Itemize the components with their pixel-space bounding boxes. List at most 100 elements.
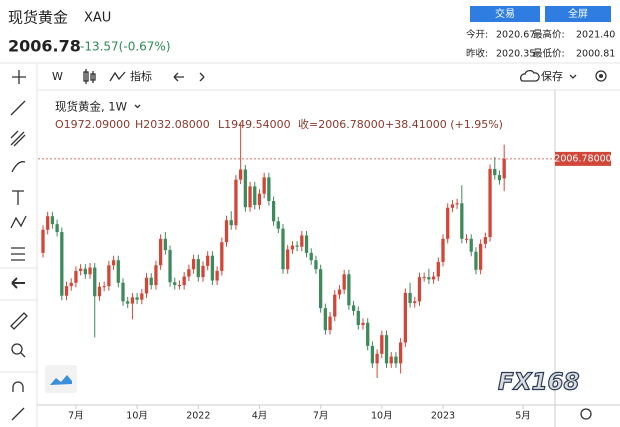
candle-body <box>441 238 445 262</box>
fullscreen-button-label[interactable]: 全屏 <box>568 7 588 20</box>
interval-button[interactable]: W <box>52 70 63 83</box>
x-tick-label: 7月 <box>313 411 329 422</box>
candle-body <box>314 260 318 270</box>
watermark: FX168 <box>498 370 579 396</box>
candle-body <box>398 342 403 364</box>
candle-body <box>323 308 327 331</box>
candle-body <box>74 270 78 283</box>
candle-body <box>229 220 233 226</box>
ohlc-legend: 收=2006.78000 <box>298 117 385 131</box>
candle-body <box>55 224 59 233</box>
candle-body <box>464 238 469 240</box>
candle-body <box>375 353 379 364</box>
candle-body <box>478 243 483 270</box>
stat-value: 2000.81 <box>576 49 615 60</box>
stat-label: 最高价: <box>533 29 565 41</box>
logo-box <box>45 365 77 393</box>
save-button[interactable]: 保存 <box>541 69 563 83</box>
undo-icon[interactable] <box>173 72 184 82</box>
candle-body <box>130 297 135 304</box>
candle-body <box>220 242 224 271</box>
candle-body <box>474 251 478 270</box>
ohlc-legend: H2032.08000 <box>135 118 210 131</box>
candle-body <box>60 232 64 296</box>
candle-body <box>356 310 360 326</box>
redo-icon[interactable] <box>199 72 205 82</box>
instrument-name: 现货黄金 <box>8 9 68 27</box>
candle-body <box>469 238 473 252</box>
candle-body <box>295 245 299 247</box>
stat-label: 最低价: <box>533 48 565 60</box>
stat-value: 2020.35 <box>496 49 535 60</box>
indicator-button[interactable]: 指标 <box>130 69 152 83</box>
candle-body <box>253 186 257 205</box>
candle-body <box>427 277 431 280</box>
candle-body <box>248 186 252 208</box>
candle-body <box>173 282 177 286</box>
candle-body <box>318 269 323 309</box>
stat-label: 昨收: <box>466 48 488 60</box>
candle-body <box>78 268 83 271</box>
candle-body <box>262 177 266 194</box>
candle-body <box>140 293 144 300</box>
save-dropdown[interactable] <box>569 74 577 79</box>
candle-body <box>347 274 351 306</box>
candle-body <box>257 193 262 205</box>
candle-body <box>276 221 280 229</box>
candle-body <box>389 356 393 364</box>
x-tick-label: 4月 <box>252 411 268 422</box>
candle-body <box>154 265 158 286</box>
settings-icon-dot[interactable] <box>599 74 603 78</box>
candle-body <box>201 265 205 278</box>
candle-type-icon[interactable] <box>83 69 96 84</box>
candle-body <box>215 270 219 281</box>
trade-button-label[interactable]: 交易 <box>495 7 515 20</box>
cloud-icon[interactable] <box>520 69 540 82</box>
logo-icon <box>50 375 72 385</box>
candle-body <box>88 267 92 275</box>
candle-body <box>234 179 238 226</box>
trade-button[interactable] <box>470 6 540 22</box>
candle-body <box>342 274 346 290</box>
candle-body <box>394 356 398 364</box>
x-tick-label: 2022 <box>186 411 210 422</box>
candle-body <box>93 267 97 297</box>
x-tick-label: 10月 <box>371 411 393 422</box>
candle-body <box>384 335 389 364</box>
x-tick-label: 2023 <box>431 411 455 422</box>
candle-body <box>333 294 337 317</box>
settings-icon[interactable] <box>595 70 607 82</box>
candle-body <box>271 201 276 222</box>
candle-body <box>158 238 163 266</box>
stat-value: 2020.67 <box>496 30 535 41</box>
candle-body <box>144 277 149 294</box>
candle-body <box>168 250 172 283</box>
last-price-label: 2006.78000 <box>554 153 611 164</box>
x-tick-label: 7月 <box>68 411 84 422</box>
candle-body <box>102 286 106 288</box>
x-tick-label: 5月 <box>515 411 531 422</box>
legend-dropdown[interactable] <box>134 104 141 109</box>
candle-body <box>243 169 247 208</box>
candle-body <box>187 269 191 277</box>
candle-body <box>206 255 210 266</box>
candle-body <box>455 203 459 205</box>
candle-body <box>460 203 464 239</box>
indicator-icon[interactable] <box>109 71 126 82</box>
candle-body <box>422 277 426 279</box>
candle-body <box>493 168 497 176</box>
candle-body <box>361 322 365 326</box>
candle-body <box>351 305 356 311</box>
last-price-tag <box>555 151 611 166</box>
candle-body <box>126 301 130 304</box>
candle-body <box>163 238 167 251</box>
candle-body <box>210 255 215 281</box>
candle-body <box>483 237 487 244</box>
candle-body <box>191 259 196 270</box>
drawing-tools[interactable] <box>10 70 28 421</box>
stat-value: 2021.40 <box>576 30 615 41</box>
fullscreen-button[interactable] <box>545 6 611 22</box>
axis-settings-icon[interactable] <box>580 408 592 420</box>
candle-body <box>366 322 370 346</box>
candle-body <box>497 175 502 181</box>
